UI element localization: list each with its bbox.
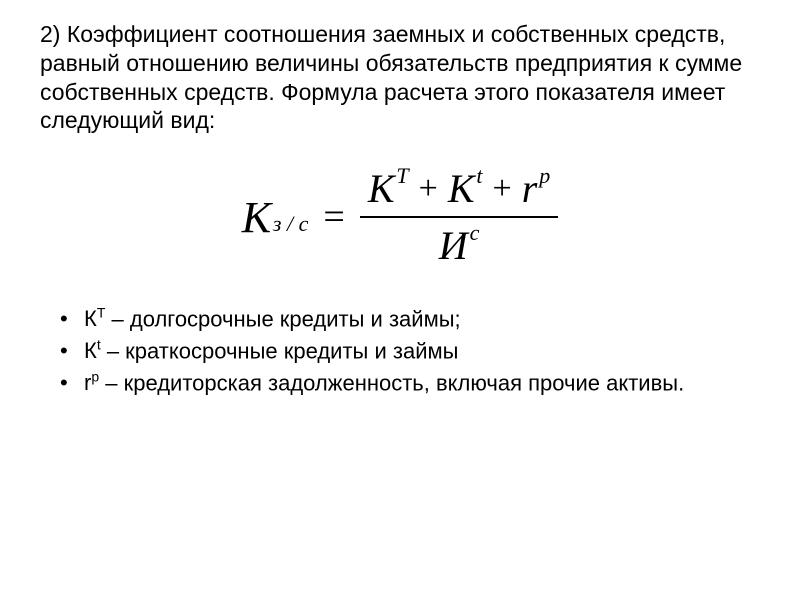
- lhs-subscript: з / с: [273, 211, 308, 237]
- fraction: К Т + К t + r p И с: [360, 165, 558, 269]
- denominator-term: И с: [439, 222, 480, 269]
- numerator-term-2: К t: [448, 165, 483, 212]
- definition-item-3: rp – кредиторская задолженность, включая…: [60, 368, 760, 398]
- numerator: К Т + К t + r p: [360, 165, 558, 216]
- equals-sign: =: [323, 195, 344, 239]
- numerator-term-1: К Т: [368, 165, 409, 212]
- plus-2: +: [493, 170, 512, 208]
- def-symbol-2: Кt: [84, 338, 101, 363]
- def-text-1: – долгосрочные кредиты и займы;: [105, 306, 460, 331]
- definition-item-1: КТ – долгосрочные кредиты и займы;: [60, 304, 760, 334]
- formula: К з / с = К Т + К t + r p И с: [40, 165, 760, 269]
- definition-item-2: Кt – краткосрочные кредиты и займы: [60, 336, 760, 366]
- main-paragraph: 2) Коэффициент соотношения заемных и соб…: [40, 20, 760, 135]
- paragraph-text: Коэффициент соотношения заемных и собств…: [40, 21, 742, 133]
- def-symbol-1: КТ: [84, 306, 105, 331]
- lhs-base: К: [242, 192, 271, 243]
- plus-1: +: [419, 170, 438, 208]
- definitions-list: КТ – долгосрочные кредиты и займы; Кt – …: [40, 304, 760, 398]
- denominator: И с: [431, 218, 488, 269]
- item-number: 2): [40, 21, 60, 47]
- def-symbol-3: rp: [84, 370, 99, 395]
- numerator-term-3: r p: [522, 165, 551, 212]
- def-text-3: – кредиторская задолженность, включая пр…: [99, 370, 684, 395]
- def-text-2: – краткосрочные кредиты и займы: [101, 338, 459, 363]
- formula-lhs: К з / с: [242, 192, 309, 243]
